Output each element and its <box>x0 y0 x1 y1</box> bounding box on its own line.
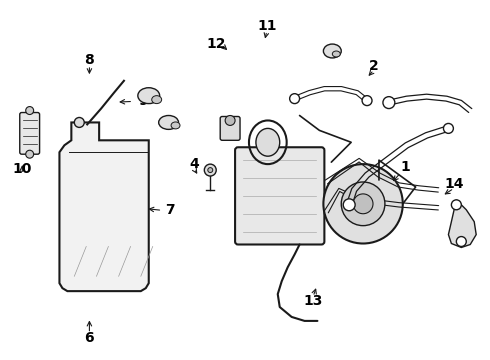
Text: 3: 3 <box>230 123 240 137</box>
FancyBboxPatch shape <box>20 113 40 154</box>
Circle shape <box>204 164 216 176</box>
Text: 11: 11 <box>257 19 277 33</box>
Circle shape <box>225 116 235 125</box>
Text: 12: 12 <box>206 37 225 51</box>
Circle shape <box>25 107 34 114</box>
Ellipse shape <box>138 88 160 104</box>
Circle shape <box>362 96 372 105</box>
Ellipse shape <box>323 44 341 58</box>
Ellipse shape <box>159 116 178 129</box>
Circle shape <box>353 194 373 214</box>
Ellipse shape <box>152 96 162 104</box>
Circle shape <box>443 123 453 133</box>
Ellipse shape <box>171 122 180 129</box>
Ellipse shape <box>256 129 280 156</box>
FancyBboxPatch shape <box>235 147 324 244</box>
Circle shape <box>451 200 461 210</box>
Text: 8: 8 <box>85 53 94 67</box>
Circle shape <box>74 117 84 127</box>
Text: 1: 1 <box>401 161 410 175</box>
Circle shape <box>456 237 466 247</box>
Text: 7: 7 <box>165 203 174 217</box>
Circle shape <box>208 168 213 172</box>
Text: 10: 10 <box>13 162 32 176</box>
Text: 2: 2 <box>369 59 379 73</box>
Text: 14: 14 <box>444 176 464 190</box>
Text: 9: 9 <box>138 94 147 108</box>
Circle shape <box>341 182 385 226</box>
Circle shape <box>383 96 395 109</box>
Circle shape <box>323 164 403 243</box>
FancyBboxPatch shape <box>220 117 240 140</box>
Text: 13: 13 <box>303 294 323 309</box>
Text: 5: 5 <box>267 130 277 144</box>
Text: 4: 4 <box>189 157 199 171</box>
Circle shape <box>25 150 34 158</box>
Polygon shape <box>448 200 476 247</box>
Ellipse shape <box>332 51 340 57</box>
Circle shape <box>290 94 299 104</box>
Circle shape <box>343 199 355 211</box>
Text: 6: 6 <box>85 331 94 345</box>
Polygon shape <box>59 122 149 291</box>
